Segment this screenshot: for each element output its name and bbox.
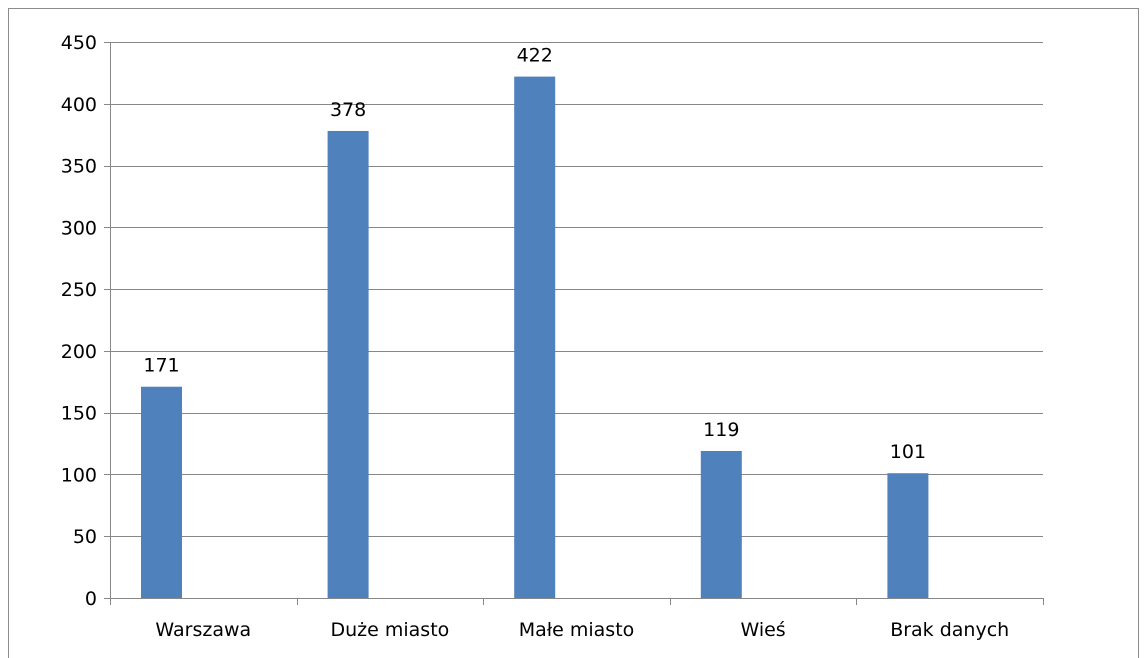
bar [887, 473, 929, 598]
bar [327, 130, 369, 598]
bar [141, 386, 182, 598]
x-tick-label: Małe miasto [519, 619, 635, 641]
data-label: 119 [703, 419, 739, 441]
labels: 0 50 100 150 200 250 300 350 400 450 171 Warszawa 37… [61, 32, 1009, 641]
bar [700, 450, 742, 598]
data-label: 171 [143, 355, 179, 377]
data-label: 378 [330, 99, 366, 121]
data-label: 422 [517, 45, 553, 67]
y-tick-label: 0 [85, 588, 97, 610]
y-tick-label: 100 [61, 464, 97, 486]
gridlines [110, 42, 1043, 537]
y-tick-label: 150 [61, 403, 97, 425]
x-tick-label: Brak danych [890, 619, 1009, 641]
y-tick-label: 250 [61, 279, 97, 301]
y-tick-label: 200 [61, 341, 97, 363]
axes [104, 42, 1044, 605]
bar [514, 76, 556, 598]
y-tick-label: 450 [61, 32, 97, 54]
x-tick-label: Duże miasto [331, 619, 450, 641]
data-label: 101 [890, 441, 926, 463]
y-tick-label: 350 [61, 156, 97, 178]
y-tick-label: 50 [73, 526, 97, 548]
y-tick-label: 300 [61, 217, 97, 239]
bars [141, 76, 929, 598]
chart-frame [8, 8, 1139, 658]
x-tick-label: Warszawa [155, 619, 251, 641]
y-tick-label: 400 [61, 94, 97, 116]
x-tick-label: Wieś [740, 619, 785, 641]
